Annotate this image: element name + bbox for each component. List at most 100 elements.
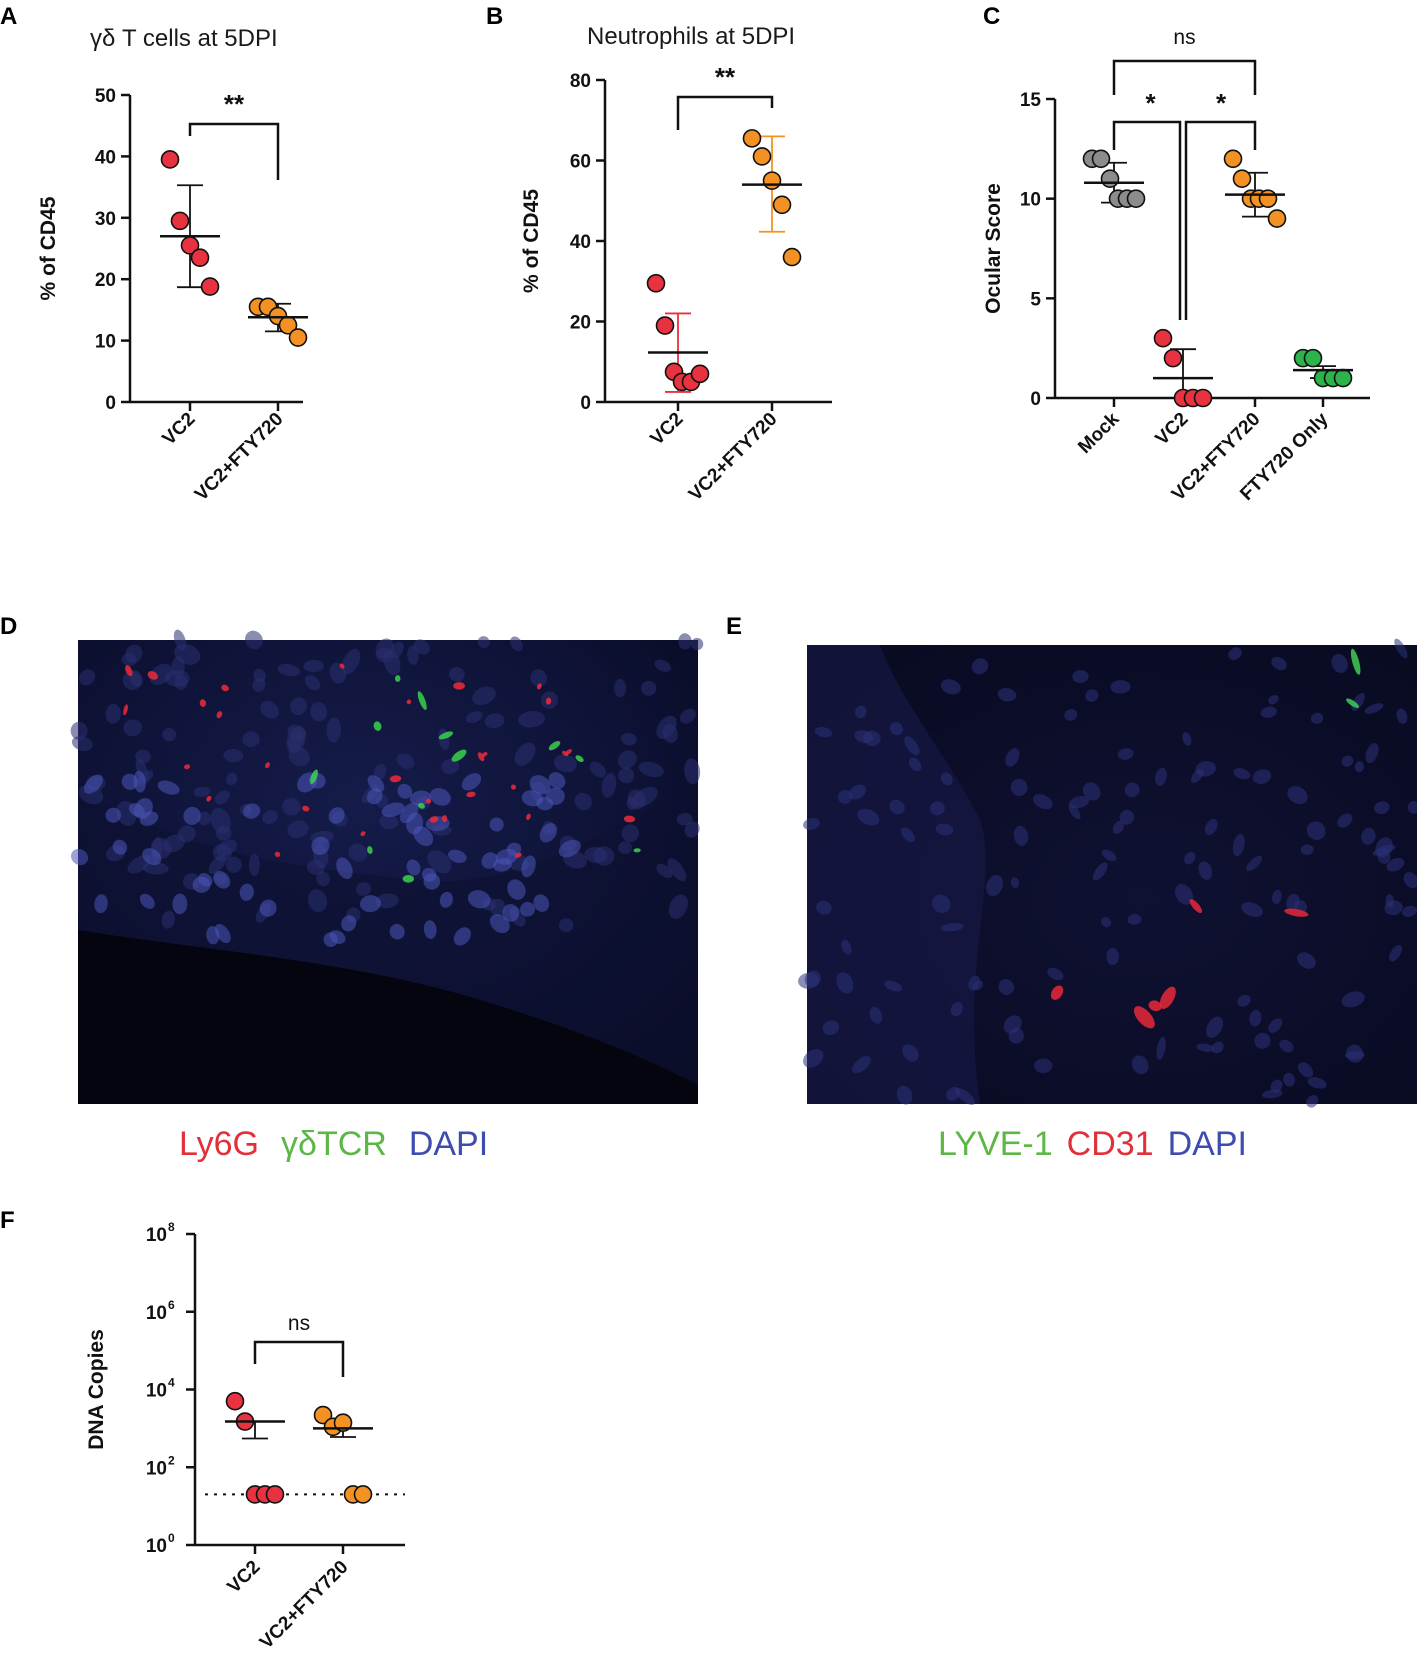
- nucleus: [852, 1056, 871, 1074]
- nucleus: [1374, 801, 1390, 815]
- nucleus: [1337, 813, 1353, 828]
- ly6g-signal: [623, 815, 636, 823]
- ly6g-signal: [184, 764, 191, 770]
- gdtcr-signal: [417, 691, 427, 710]
- nucleus: [667, 858, 687, 882]
- nucleus: [1196, 1043, 1215, 1052]
- nucleus: [940, 679, 961, 695]
- significance-bracket: [1112, 120, 1182, 320]
- y-axis-label: % of CD45: [520, 189, 543, 293]
- y-tick-label: 0: [105, 393, 116, 414]
- significance-label: *: [1216, 88, 1227, 118]
- data-point: [690, 364, 710, 384]
- data-point: [762, 171, 782, 190]
- nucleus: [453, 927, 471, 946]
- y-tick-label: 80: [570, 71, 591, 92]
- nucleus: [641, 680, 657, 696]
- nucleus: [1204, 818, 1218, 836]
- nucleus: [869, 1006, 883, 1024]
- nucleus: [216, 839, 238, 856]
- nucleus: [589, 761, 607, 778]
- nucleus: [518, 711, 546, 728]
- nucleus: [472, 686, 496, 706]
- y-tick-label: 10: [146, 1536, 167, 1557]
- nucleus: [1232, 833, 1245, 857]
- nucleus: [656, 863, 673, 878]
- nucleus: [841, 939, 852, 955]
- micrograph-e: [798, 638, 1417, 1108]
- y-tick-label: 15: [1020, 90, 1042, 111]
- y-tick-exponent: 0: [168, 1531, 175, 1545]
- nucleus: [955, 1088, 975, 1105]
- significance-bracket: [188, 122, 280, 180]
- nucleus: [213, 870, 231, 889]
- nucleus: [1402, 905, 1417, 917]
- nucleus: [1156, 1036, 1166, 1060]
- gdtcr-signal: [367, 846, 373, 854]
- panel-label-a: A: [0, 3, 17, 30]
- nucleus: [406, 812, 424, 835]
- nucleus: [133, 770, 146, 793]
- y-tick-exponent: 4: [168, 1376, 175, 1390]
- nucleus: [1270, 1079, 1283, 1093]
- nucleus: [1268, 694, 1279, 705]
- gdtcr-signal: [402, 874, 414, 883]
- data-point: [772, 195, 792, 215]
- nucleus: [836, 972, 854, 994]
- nucleus: [1047, 967, 1064, 981]
- nucleus: [286, 726, 306, 754]
- lyve1-signal: [1346, 698, 1359, 708]
- nucleus: [855, 705, 867, 719]
- nucleus: [423, 920, 437, 939]
- nucleus: [1386, 857, 1405, 872]
- nucleus: [854, 730, 874, 744]
- nucleus: [112, 839, 128, 855]
- data-point: [265, 1485, 285, 1504]
- data-point: [288, 328, 308, 347]
- nucleus: [803, 818, 820, 830]
- legend-lyve1: LYVE-1: [938, 1125, 1053, 1163]
- data-point: [160, 150, 180, 169]
- ly6g-signal: [466, 791, 476, 798]
- nucleus: [908, 757, 922, 772]
- x-category-label: VC2: [1152, 409, 1193, 450]
- nucleus: [243, 803, 261, 819]
- nucleus: [1131, 1055, 1149, 1075]
- ly6g-signal: [510, 784, 516, 790]
- nucleus: [902, 1044, 919, 1062]
- nucleus: [139, 893, 155, 909]
- nucleus: [932, 894, 951, 913]
- nucleus: [950, 1002, 964, 1017]
- nucleus: [1396, 708, 1408, 724]
- ly6g-signal: [561, 750, 569, 757]
- gdtcr-signal: [633, 848, 641, 853]
- nucleus: [1346, 1044, 1364, 1063]
- nucleus: [1384, 900, 1403, 916]
- nucleus: [379, 814, 399, 830]
- nucleus: [83, 774, 103, 794]
- y-tick-exponent: 2: [168, 1453, 175, 1467]
- nucleus: [1365, 743, 1379, 764]
- y-tick-exponent: 6: [168, 1298, 175, 1312]
- nucleus: [70, 848, 89, 866]
- nucleus: [935, 823, 954, 836]
- y-tick-label: 40: [95, 147, 116, 168]
- nucleus: [467, 890, 491, 909]
- nucleus: [973, 980, 984, 991]
- chart-a-gd-t-cells: γδ T cells at 5DPI 0 10 20 30 40 50 % of CD45 VC…: [37, 25, 308, 505]
- nucleus: [1354, 761, 1364, 773]
- y-tick-label: 30: [95, 209, 116, 230]
- legend-e: LYVE-1 CD31 DAPI: [938, 1125, 1247, 1163]
- panel-label-f: F: [0, 1207, 15, 1234]
- legend-ly6g: Ly6G: [179, 1125, 259, 1163]
- ly6g-signal: [453, 682, 465, 690]
- y-axis-label: % of CD45: [37, 196, 60, 300]
- y-tick-label: 50: [95, 86, 116, 107]
- nucleus: [1361, 827, 1376, 845]
- legend-cd31: CD31: [1067, 1125, 1154, 1163]
- nucleus: [206, 926, 220, 945]
- nucleus: [889, 799, 905, 815]
- nucleus: [1249, 1009, 1262, 1027]
- nucleus: [1228, 647, 1242, 661]
- nucleus: [252, 677, 266, 692]
